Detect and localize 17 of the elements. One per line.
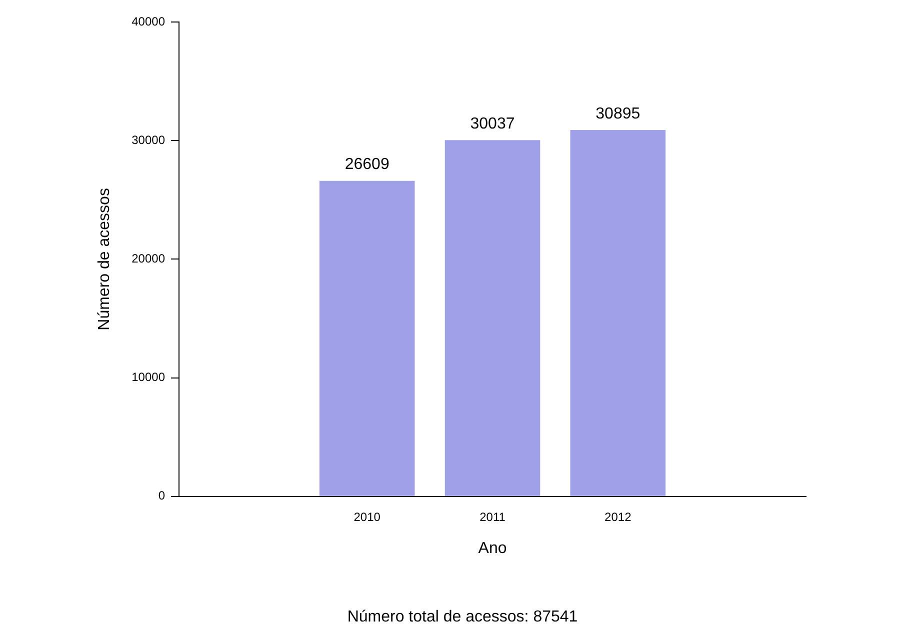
x-tick-label: 2012 <box>604 510 632 524</box>
y-tick-label: 30000 <box>132 132 166 147</box>
y-axis-title: Número de acessos <box>96 188 114 330</box>
data-label: 30037 <box>470 116 515 133</box>
y-tick-label: 40000 <box>132 14 166 28</box>
x-tick-label: 2010 <box>354 510 381 524</box>
text: Número total de acessos: 87541 <box>347 608 578 626</box>
bar <box>319 180 415 496</box>
x-tick-label: 2011 <box>480 510 506 524</box>
data-label: 30895 <box>596 105 640 122</box>
data-label: 26609 <box>344 156 390 174</box>
bar <box>444 140 540 496</box>
x-axis-title: Ano <box>478 540 507 557</box>
y-tick-label: 10000 <box>132 370 166 384</box>
bar <box>570 130 666 496</box>
y-tick-label: 0 <box>158 488 166 503</box>
y-tick-label: 20000 <box>132 252 166 266</box>
